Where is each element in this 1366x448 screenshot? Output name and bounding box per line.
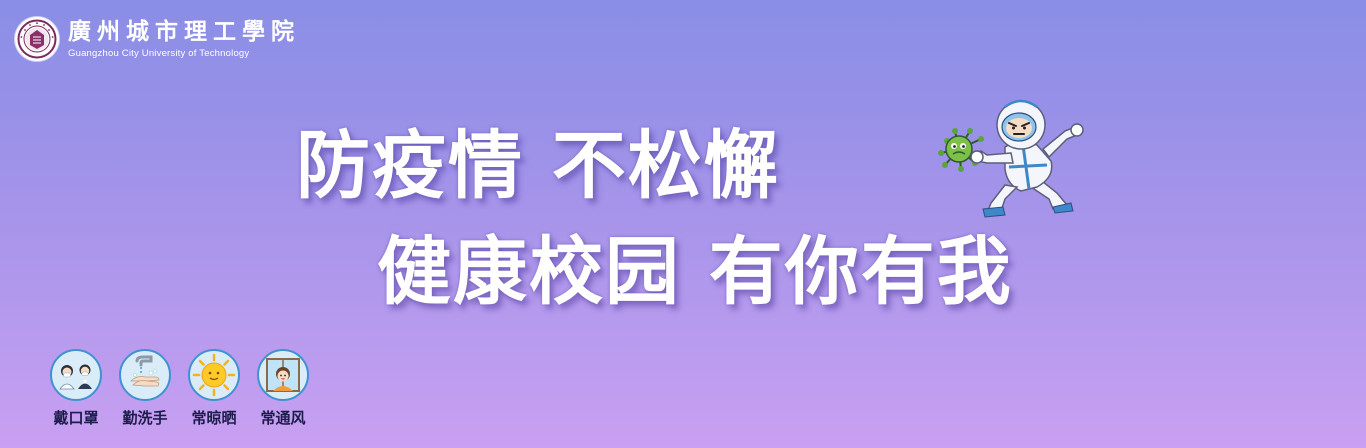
tip-wash-hands: 勤洗手	[116, 349, 174, 428]
tip-sun-dry: 常晾晒	[185, 349, 243, 428]
open-window-icon	[257, 349, 309, 401]
university-seal-icon	[15, 17, 59, 61]
headline-line-1: 防疫情 不松懈	[296, 123, 780, 209]
sun-icon	[188, 349, 240, 401]
tip-label: 勤洗手	[122, 409, 168, 427]
prevention-tips: 戴口罩 勤洗手	[47, 349, 323, 428]
university-name: 廣州城市理工學院 Guangzhou City University of Te…	[68, 18, 300, 60]
hazmat-suit-fighting-virus-illustration	[938, 99, 1084, 218]
tip-wear-mask: 戴口罩	[47, 349, 105, 428]
hand-washing-icon	[119, 349, 171, 401]
tip-label: 戴口罩	[53, 409, 99, 427]
university-logo: 廣州城市理工學院 Guangzhou City University of Te…	[15, 17, 300, 61]
tip-ventilate: 常通风	[254, 349, 312, 428]
hazmat-figure	[970, 99, 1084, 218]
virus-icon	[938, 128, 984, 172]
tip-label: 常通风	[260, 409, 306, 427]
headline-line-2: 健康校园 有你有我	[377, 229, 1013, 315]
tip-label: 常晾晒	[191, 409, 237, 427]
university-name-en: Guangzhou City University of Technology	[68, 48, 250, 59]
university-name-cn: 廣州城市理工學院	[68, 18, 300, 45]
face-mask-icon	[50, 349, 102, 401]
